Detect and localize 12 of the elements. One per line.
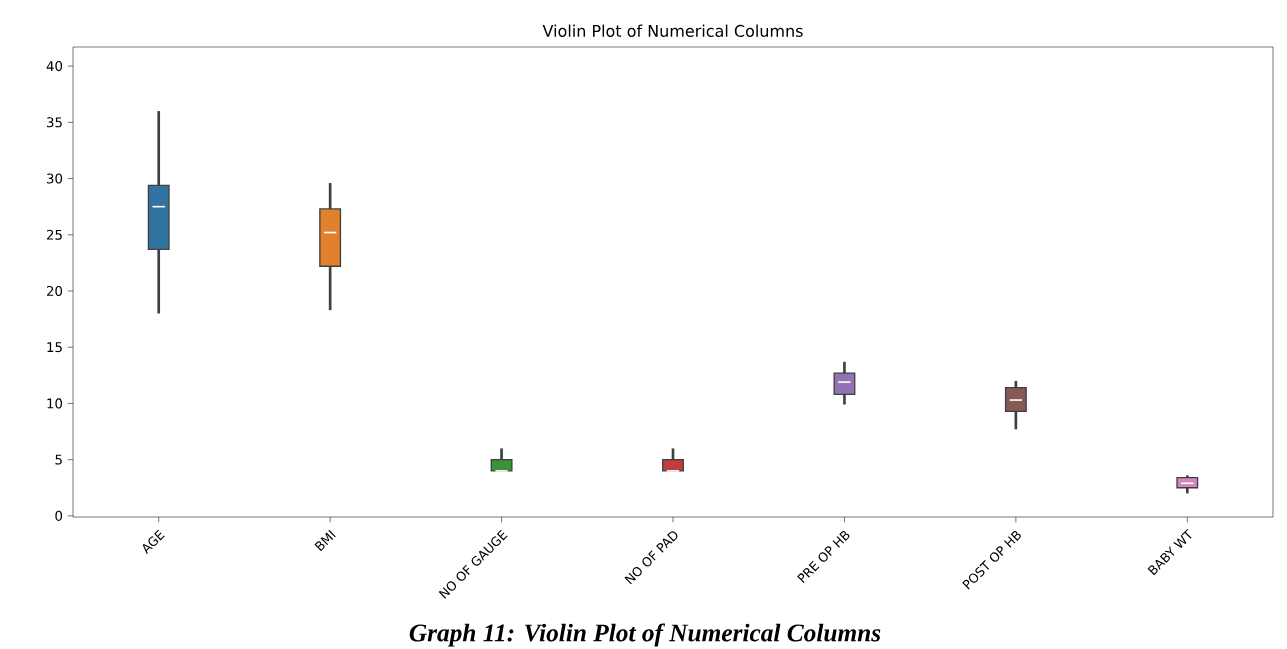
y-tick-label: 15 [47,342,62,353]
y-tick-label: 5 [55,454,62,465]
y-tick-label: 25 [46,229,62,240]
y-tick-label: 20 [46,285,63,297]
y-tick-label: 30 [47,173,63,184]
y-tick-label: 10 [47,398,63,409]
y-tick-label: 0 [55,510,63,521]
caption: Graph 11: Violin Plot of Numerical Columns [409,623,881,647]
y-tick-label: 35 [47,117,62,128]
x-tick-label: BMI [314,529,336,552]
y-tick-label: 40 [46,61,63,72]
chart-title: Violin Plot of Numerical Columns [542,24,803,37]
